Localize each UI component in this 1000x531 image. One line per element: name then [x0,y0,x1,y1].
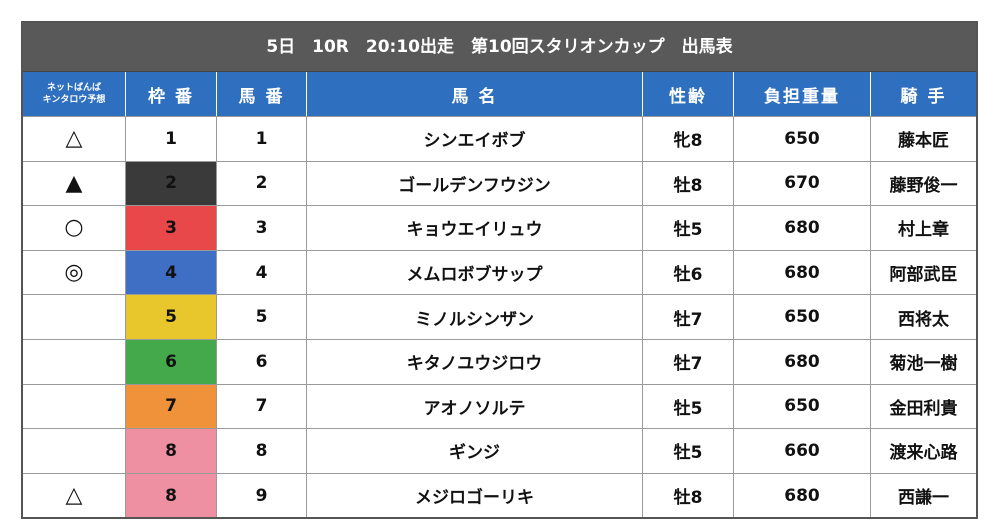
header-prediction: ネットばんば キンタロウ予想 [23,72,126,116]
header-prediction-line2: キンタロウ予想 [42,95,106,105]
horse-name: キタノユウジロウ [307,339,643,384]
horse-name: アオノソルテ [307,384,643,429]
horse-number: 7 [217,384,307,429]
table-row: △ 1 1 シンエイボブ 牝8 650 藤本匠 [23,116,976,161]
race-title: 5日 10R 20:10出走 第10回スタリオンカップ 出馬表 [23,23,976,72]
jockey-name: 藤本匠 [898,131,949,152]
frame-number: 5 [126,295,217,339]
table-row: 8 8 ギンジ 牡5 660 渡来心路 [23,428,976,473]
jockey-name: 西将太 [898,309,949,330]
table-row: ◎ 4 4 メムロボブサップ 牡6 680 阿部武臣 [23,249,976,295]
prediction-mark [23,339,126,384]
horse-name: メムロボブサップ [307,250,643,295]
horse-number: 5 [217,295,307,339]
carried-weight: 680 [734,250,871,295]
sex-age: 牡8 [643,473,734,518]
frame-number: 3 [126,206,217,250]
carried-weight: 670 [734,161,871,206]
prediction-mark: ◎ [23,250,126,295]
horse-name: シンエイボブ [307,117,643,161]
sex-age: 牡7 [643,339,734,384]
sex-age: 牡6 [643,250,734,295]
sex-age: 牡8 [643,161,734,206]
table-row: 7 7 アオノソルテ 牡5 650 金田利貴 [23,383,976,429]
jockey-name: 金田利貴 [889,398,958,419]
frame-number: 2 [126,161,217,206]
table-row: 6 6 キタノユウジロウ 牡7 680 菊池一樹 [23,338,976,384]
sex-age: 牡5 [643,206,734,250]
prediction-mark: ○ [23,206,126,250]
frame-number: 6 [126,339,217,384]
header-sex-age: 性齢 [643,72,734,116]
header-prediction-line1: ネットばんば [46,83,101,93]
horse-number: 6 [217,339,307,384]
horse-number: 2 [217,161,307,206]
prediction-mark [23,429,126,473]
horse-number: 8 [217,429,307,473]
jockey-name: 村上章 [898,220,949,241]
table-row: 5 5 ミノルシンザン 牡7 650 西将太 [23,294,976,339]
horse-name: ミノルシンザン [307,295,643,339]
carried-weight: 680 [734,473,871,518]
carried-weight: 680 [734,339,871,384]
prediction-mark [23,295,126,339]
jockey-name: 西謙一 [898,488,949,509]
table-body: △ 1 1 シンエイボブ 牝8 650 藤本匠 ▲ 2 2 ゴールデンフウジン 牡8 670 藤野俊一 ○ 3… [23,116,976,518]
jockey-name: 藤野俊一 [889,175,958,196]
jockey-name: 阿部武臣 [889,265,958,286]
header-jockey: 騎 手 [900,86,947,107]
prediction-mark: △ [23,473,126,518]
table-row: ▲ 2 2 ゴールデンフウジン 牡8 670 藤野俊一 [23,160,976,206]
frame-number: 4 [126,250,217,295]
horse-number: 3 [217,206,307,250]
horse-name: ギンジ [307,429,643,473]
sex-age: 牝8 [643,117,734,161]
horse-number: 4 [217,250,307,295]
header-horse-number: 馬 番 [217,72,307,116]
prediction-mark: △ [23,117,126,161]
frame-number: 7 [126,384,217,429]
frame-number: 1 [126,117,217,161]
carried-weight: 650 [734,384,871,429]
sex-age: 牡5 [643,429,734,473]
prediction-mark [23,384,126,429]
carried-weight: 680 [734,206,871,250]
carried-weight: 660 [734,429,871,473]
header-frame-number: 枠 番 [126,72,217,116]
sex-age: 牡7 [643,295,734,339]
header-row: ネットばんば キンタロウ予想 枠 番 馬 番 馬 名 性齢 負担重量 騎 手 [23,72,976,116]
horse-name: メジロゴーリキ [307,473,643,518]
horse-name: キョウエイリュウ [307,206,643,250]
race-card-table: 5日 10R 20:10出走 第10回スタリオンカップ 出馬表 ネットばんば キ… [21,21,978,520]
header-horse-name: 馬 名 [307,72,643,116]
jockey-name: 菊池一樹 [889,354,958,375]
header-weight: 負担重量 [734,72,871,116]
frame-number: 8 [126,429,217,473]
sex-age: 牡5 [643,384,734,429]
carried-weight: 650 [734,295,871,339]
horse-name: ゴールデンフウジン [307,161,643,206]
horse-number: 1 [217,117,307,161]
table-row: △ 8 9 メジロゴーリキ 牡8 680 西謙一 [23,472,976,518]
prediction-mark: ▲ [23,161,126,206]
horse-number: 9 [217,473,307,518]
jockey-name: 渡来心路 [889,443,958,464]
table-row: ○ 3 3 キョウエイリュウ 牡5 680 村上章 [23,205,976,250]
carried-weight: 650 [734,117,871,161]
frame-number: 8 [126,473,217,518]
